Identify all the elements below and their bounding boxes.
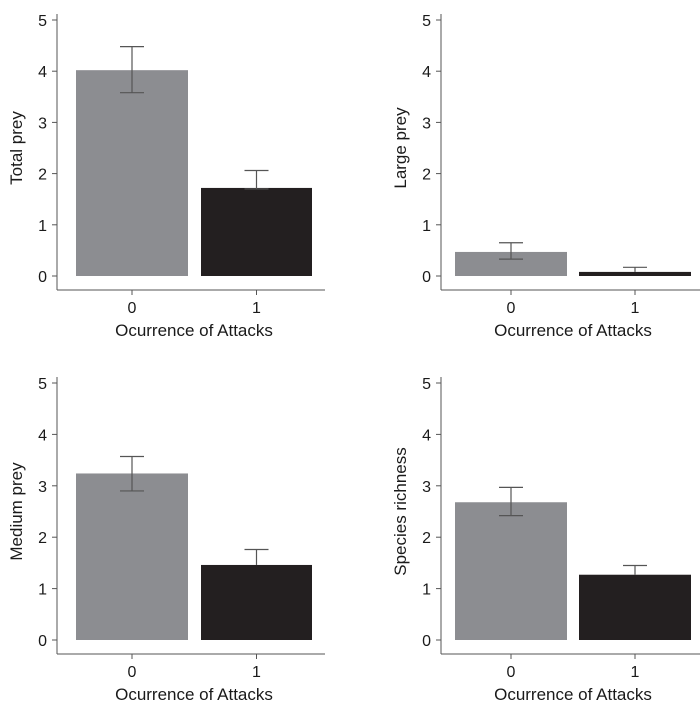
y-tick-label: 0 (38, 269, 47, 286)
y-tick-label: 1 (422, 582, 431, 599)
x-tick-label: 0 (128, 664, 137, 681)
y-tick-label: 3 (38, 479, 47, 496)
x-tick-label: 0 (507, 300, 516, 317)
y-axis-title: Medium prey (7, 462, 26, 561)
y-tick-label: 1 (38, 582, 47, 599)
y-tick-label: 5 (38, 13, 47, 30)
x-tick-label: 0 (507, 664, 516, 681)
y-tick-label: 2 (422, 530, 431, 547)
y-tick-label: 1 (38, 218, 47, 235)
bar (76, 70, 188, 277)
y-tick-label: 4 (38, 64, 47, 81)
bar (76, 473, 188, 640)
y-tick-label: 3 (38, 115, 47, 132)
x-tick-label: 1 (631, 664, 640, 681)
y-tick-label: 5 (422, 376, 431, 393)
chart-panel-1: 0 1 2 3 4 5 0 1 Ocurrence of Attacks Total prey (7, 13, 325, 340)
y-tick-label: 3 (422, 479, 431, 496)
y-tick-label: 0 (422, 633, 431, 650)
y-tick-label: 2 (422, 167, 431, 184)
y-tick-label: 5 (422, 13, 431, 30)
chart-panel-2: 0 1 2 3 4 5 0 1 Ocurrence of Attacks Large prey (391, 13, 700, 340)
y-tick-label: 3 (422, 115, 431, 132)
x-tick-label: 1 (252, 300, 261, 317)
x-axis-title: Ocurrence of Attacks (115, 321, 273, 340)
x-axis-title: Ocurrence of Attacks (115, 685, 273, 704)
y-tick-label: 5 (38, 376, 47, 393)
x-axis-title: Ocurrence of Attacks (494, 321, 652, 340)
x-tick-label: 0 (128, 300, 137, 317)
x-tick-label: 1 (631, 300, 640, 317)
y-tick-label: 2 (38, 530, 47, 547)
y-tick-label: 4 (422, 427, 431, 444)
y-tick-label: 4 (422, 64, 431, 81)
bar (455, 502, 567, 640)
bar (201, 187, 312, 276)
y-tick-label: 0 (38, 633, 47, 650)
y-tick-label: 0 (422, 269, 431, 286)
chart-panel-3: 0 1 2 3 4 5 0 1 Ocurrence of Attacks Medium prey (7, 376, 325, 704)
y-axis-title: Total prey (7, 111, 26, 185)
bar (201, 564, 312, 640)
y-axis-title: Large prey (391, 107, 410, 189)
chart-panel-4: 0 1 2 3 4 5 0 1 Ocurrence of Attacks Species rich… (391, 376, 700, 704)
x-tick-label: 1 (252, 664, 261, 681)
y-tick-label: 1 (422, 218, 431, 235)
x-axis-title: Ocurrence of Attacks (494, 685, 652, 704)
y-axis-title: Species richness (391, 447, 410, 576)
bar (579, 271, 691, 276)
bar (579, 574, 691, 640)
y-tick-label: 2 (38, 167, 47, 184)
y-tick-label: 4 (38, 427, 47, 444)
